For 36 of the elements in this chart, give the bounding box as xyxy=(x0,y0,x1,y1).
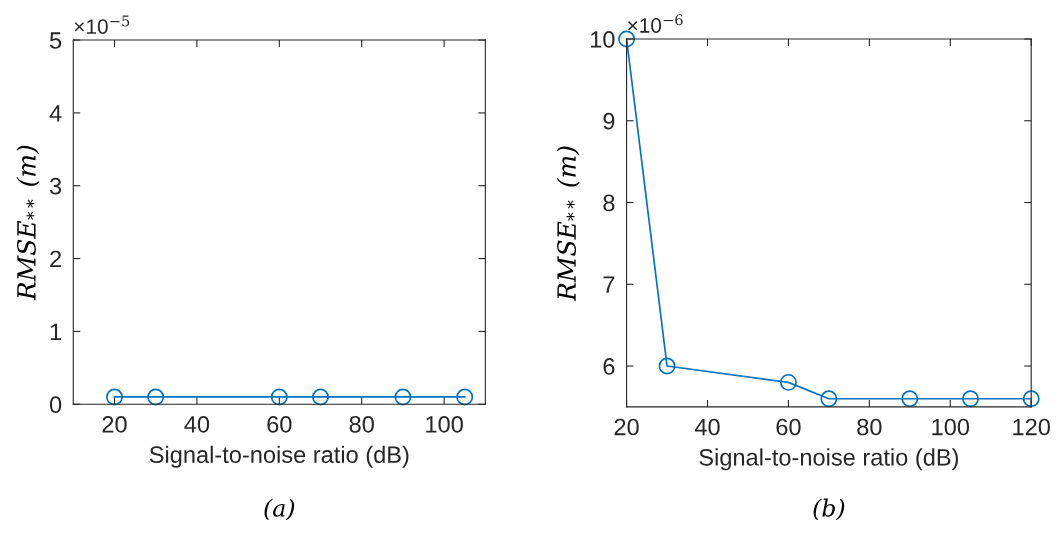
y-tick-label: 8 xyxy=(603,194,615,212)
point xyxy=(820,390,838,408)
x-tick-label: 80 xyxy=(349,415,374,433)
y-tick-label: 5 xyxy=(49,32,62,49)
y-tick-label: 7 xyxy=(603,276,615,293)
text: (b) xyxy=(813,498,845,521)
x-tick-label: 100 xyxy=(932,418,970,436)
x-tick-label: 40 xyxy=(184,415,210,433)
x-axis-title: Signal-to-noise ratio (dB) xyxy=(149,445,409,468)
x-tick-label: 120 xyxy=(1013,418,1050,436)
y-tick-label: 0 xyxy=(49,396,62,414)
x-axis-title: Signal-to-noise ratio (dB) xyxy=(699,448,959,471)
y-tick-label: 10 xyxy=(591,31,615,48)
point xyxy=(1022,390,1040,408)
x-tick-label: 60 xyxy=(267,415,292,433)
y-tick-label: 2 xyxy=(50,250,61,268)
x-tick-label: 80 xyxy=(857,418,882,436)
y-tick-label: 3 xyxy=(49,177,62,195)
text: (a) xyxy=(264,498,295,521)
point xyxy=(779,373,797,391)
y-tick-label: 9 xyxy=(603,112,615,130)
text: ×10$^{−5}$ xyxy=(74,15,130,34)
text: ×10$^{−6}$ xyxy=(628,14,683,33)
y-tick-label: 4 xyxy=(49,105,62,122)
point xyxy=(962,390,979,408)
point xyxy=(658,357,676,375)
y-axis-title: RMSE$_{**}$ (m) xyxy=(16,145,40,301)
point xyxy=(901,390,919,408)
x-tick-label: 40 xyxy=(694,418,720,436)
y-tick-label: 6 xyxy=(603,358,615,375)
y-axis-title: RMSE$_{**}$ (m) xyxy=(556,146,580,302)
x-tick-label: 100 xyxy=(426,415,463,433)
y-tick-label: 1 xyxy=(50,323,62,340)
x-tick-label: 20 xyxy=(102,415,127,433)
x-tick-label: 20 xyxy=(614,418,639,436)
x-tick-label: 60 xyxy=(776,418,801,436)
